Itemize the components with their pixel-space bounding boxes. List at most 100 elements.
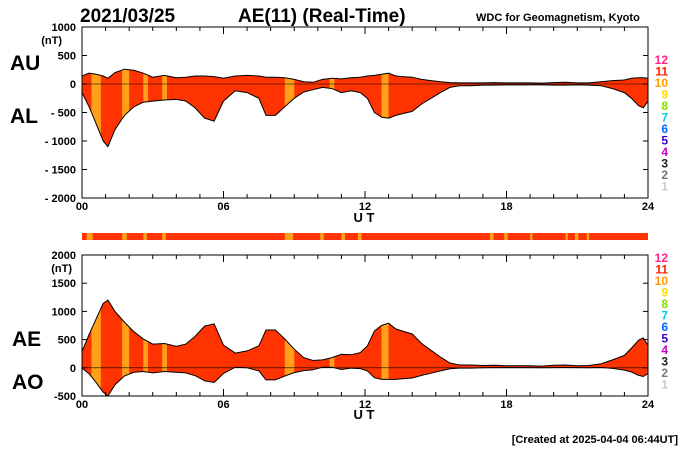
p2-xtick-label: 06 bbox=[217, 399, 229, 411]
chart-date: 2021/03/25 bbox=[80, 6, 176, 27]
station-count-bar bbox=[82, 233, 648, 240]
legend-entry-3: 3 bbox=[661, 355, 668, 369]
ae-ao-xlabel: U T bbox=[354, 407, 375, 422]
legend-entry-4: 4 bbox=[661, 343, 668, 357]
station-bar-segment bbox=[122, 233, 127, 240]
p1-xtick-label: 24 bbox=[642, 201, 655, 213]
legend-entry-1: 1 bbox=[661, 180, 668, 194]
station-bar-segment bbox=[530, 233, 533, 240]
p1-highlight-band bbox=[91, 69, 101, 147]
p1-ytick-label: - 1500 bbox=[45, 165, 76, 177]
au-al-xlabel: U T bbox=[354, 210, 375, 225]
ao-label: AO bbox=[12, 371, 44, 394]
legend-entry-4: 4 bbox=[661, 145, 668, 159]
p2-xtick-label: 24 bbox=[642, 399, 655, 411]
legend-entry-6: 6 bbox=[661, 320, 668, 334]
ae-series-line bbox=[81, 299, 649, 367]
created-timestamp: [Created at 2025-04-04 06:44UT] bbox=[512, 434, 679, 446]
au-al-plot-area bbox=[81, 68, 649, 148]
au-al-panel: 1000 500 0 - 500 - 1000 - 1500 - 2000 00 06 12 18… bbox=[10, 22, 655, 225]
legend-entry-11: 11 bbox=[655, 65, 668, 79]
p2-highlight-band bbox=[122, 300, 130, 396]
au-al-x-axis: 00 06 12 18 24 bbox=[76, 27, 655, 213]
ae-ao-frame bbox=[81, 254, 649, 397]
p2-xtick-label: 12 bbox=[359, 399, 371, 411]
p1-highlight-group bbox=[91, 69, 389, 147]
legend-entry-5: 5 bbox=[661, 332, 668, 346]
p2-xtick-label: 18 bbox=[500, 399, 512, 411]
p2-highlight-band bbox=[143, 300, 149, 396]
p2-ytick-label: 500 bbox=[58, 335, 76, 347]
station-bar-segment bbox=[565, 233, 568, 240]
chart-title: AE(11) (Real-Time) bbox=[238, 6, 406, 27]
p2-ytick-label: 1000 bbox=[52, 306, 76, 318]
legend-entry-8: 8 bbox=[661, 297, 668, 311]
p2-highlight-band bbox=[381, 300, 389, 396]
legend-entry-10: 10 bbox=[655, 274, 669, 288]
p1-highlight-band bbox=[143, 69, 149, 147]
ae-label: AE bbox=[12, 328, 41, 351]
legend-entry-10: 10 bbox=[655, 76, 669, 90]
p2-highlight-band bbox=[91, 300, 101, 396]
p1-highlight-band bbox=[162, 69, 167, 147]
au-series-line bbox=[81, 68, 649, 84]
station-bar-segment bbox=[320, 233, 324, 240]
p1-xtick-label: 12 bbox=[359, 201, 371, 213]
legend-entry-7: 7 bbox=[661, 309, 668, 323]
legend-entry-2: 2 bbox=[661, 366, 668, 380]
p2-highlight-band bbox=[284, 300, 295, 396]
data-source: WDC for Geomagnetism, Kyoto bbox=[476, 12, 640, 24]
p1-highlight-band bbox=[381, 69, 389, 147]
station-bar-segment bbox=[574, 233, 579, 240]
p2-highlight-band bbox=[329, 300, 335, 396]
p2-ytick-label: 0 bbox=[70, 363, 76, 375]
au-al-y-axis: 1000 500 0 - 500 - 1000 - 1500 - 2000 bbox=[45, 22, 648, 205]
ae-ao-y-axis: 2000 1500 1000 500 0 -500 bbox=[52, 250, 648, 403]
station-bar-segment bbox=[586, 233, 590, 240]
p2-highlight-band bbox=[162, 300, 167, 396]
station-bar-segment bbox=[489, 233, 494, 240]
legend-entry-8: 8 bbox=[661, 99, 668, 113]
legend-entry-2: 2 bbox=[661, 168, 668, 182]
al-label: AL bbox=[10, 105, 38, 128]
station-bar-segment bbox=[284, 233, 294, 240]
station-bar-segment bbox=[504, 233, 508, 240]
au-label: AU bbox=[10, 52, 40, 75]
p1-area-fill bbox=[82, 69, 648, 147]
station-bar-segment bbox=[86, 233, 93, 240]
p2-ytick-label: 2000 bbox=[52, 250, 76, 262]
p1-xtick-label: 18 bbox=[500, 201, 512, 213]
ae-ao-unit: (nT) bbox=[51, 263, 72, 275]
p1-highlight-band bbox=[122, 69, 130, 147]
legend-entry-1: 1 bbox=[661, 378, 668, 392]
legend-entry-7: 7 bbox=[661, 111, 668, 125]
legend-entry-12: 12 bbox=[655, 251, 669, 265]
station-bar-segment bbox=[341, 233, 345, 240]
p1-ytick-label: - 1000 bbox=[45, 136, 76, 148]
p1-xtick-label: 06 bbox=[217, 201, 229, 213]
legend-entry-12: 12 bbox=[655, 53, 669, 67]
p1-ytick-label: - 2000 bbox=[45, 193, 76, 205]
station-bar-segment bbox=[162, 233, 166, 240]
legend-entry-9: 9 bbox=[661, 88, 668, 102]
p1-xtick-label: 00 bbox=[76, 201, 88, 213]
p1-highlight-band bbox=[284, 69, 295, 147]
p2-xtick-label: 00 bbox=[76, 399, 88, 411]
p1-ytick-label: 500 bbox=[58, 51, 76, 63]
al-series-line bbox=[81, 84, 649, 148]
ae-ao-x-axis: 00 06 12 18 24 bbox=[76, 255, 655, 411]
station-bar-segment bbox=[357, 233, 362, 240]
p2-highlight-group bbox=[91, 300, 389, 396]
legend-entry-3: 3 bbox=[661, 157, 668, 171]
station-bar-base bbox=[82, 233, 648, 240]
legend-entry-5: 5 bbox=[661, 134, 668, 148]
au-al-unit: (nT) bbox=[41, 35, 62, 47]
au-al-frame bbox=[81, 26, 649, 199]
p2-ytick-label: 1500 bbox=[52, 278, 76, 290]
p2-area-fill bbox=[82, 300, 648, 396]
p1-highlight-band bbox=[329, 69, 335, 147]
